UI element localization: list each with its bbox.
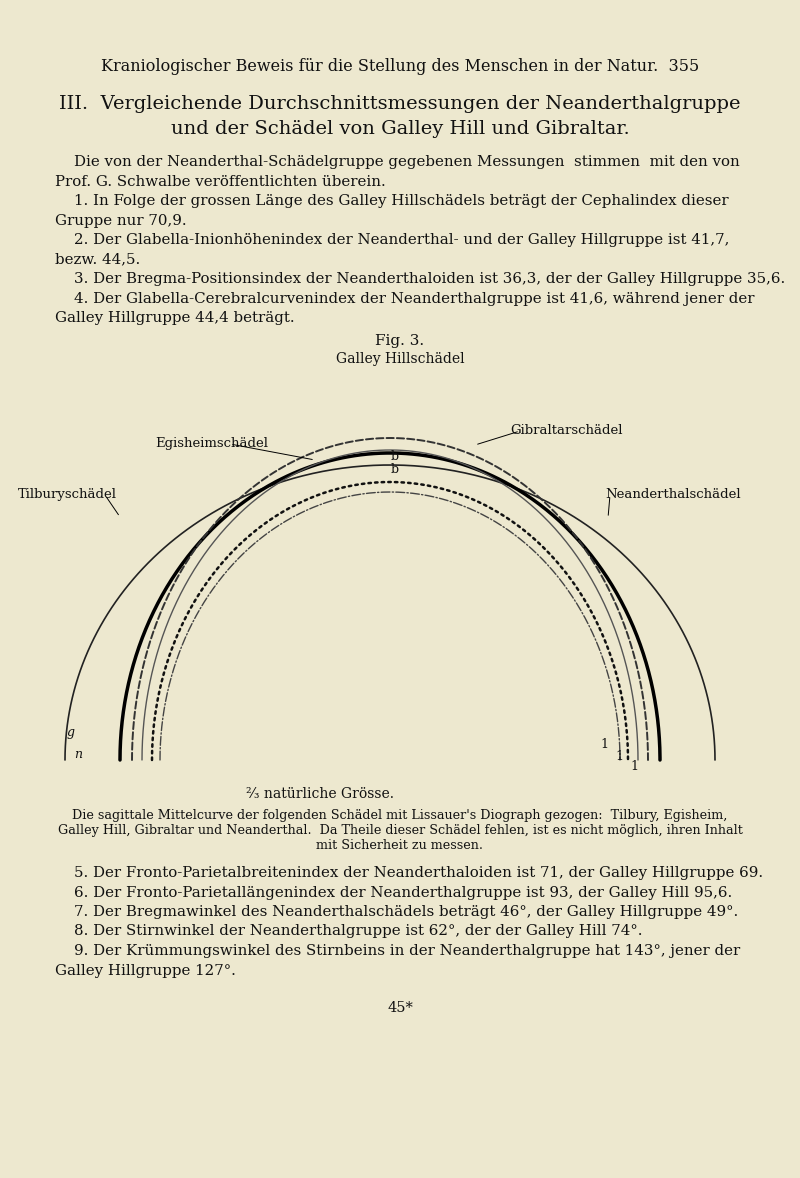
Text: 7. Der Bregmawinkel des Neanderthalschädels beträgt 46°, der Galley Hillgruppe 4: 7. Der Bregmawinkel des Neanderthalschäd… (55, 905, 738, 919)
Text: 4. Der Glabella-Cerebralcurvenindex der Neanderthalgruppe ist 41,6, während jene: 4. Der Glabella-Cerebralcurvenindex der … (55, 291, 754, 305)
Text: b: b (391, 450, 399, 463)
Text: b: b (391, 463, 399, 476)
Text: Tilburyschädel: Tilburyschädel (18, 488, 117, 501)
Text: Gruppe nur 70,9.: Gruppe nur 70,9. (55, 213, 186, 227)
Text: Galley Hillschädel: Galley Hillschädel (336, 352, 464, 366)
Text: Egisheimschädel: Egisheimschädel (155, 437, 268, 450)
Text: Galley Hillgruppe 44,4 beträgt.: Galley Hillgruppe 44,4 beträgt. (55, 311, 294, 325)
Text: ²⁄₃ natürliche Grösse.: ²⁄₃ natürliche Grösse. (246, 787, 394, 801)
Text: Neanderthalschädel: Neanderthalschädel (605, 488, 741, 501)
Text: 3. Der Bregma-Positionsindex der Neanderthaloiden ist 36,3, der der Galley Hillg: 3. Der Bregma-Positionsindex der Neander… (55, 272, 786, 286)
Text: mit Sicherheit zu messen.: mit Sicherheit zu messen. (317, 839, 483, 852)
Text: Kraniologischer Beweis für die Stellung des Menschen in der Natur.  355: Kraniologischer Beweis für die Stellung … (101, 58, 699, 75)
Text: und der Schädel von Galley Hill und Gibraltar.: und der Schädel von Galley Hill und Gibr… (170, 120, 630, 138)
Text: 1: 1 (600, 737, 608, 752)
Text: 1: 1 (630, 760, 638, 773)
Text: Gibraltarschädel: Gibraltarschädel (510, 424, 622, 437)
Text: bezw. 44,5.: bezw. 44,5. (55, 252, 140, 266)
Text: 6. Der Fronto-Parietallängenindex der Neanderthalgruppe ist 93, der Galley Hill : 6. Der Fronto-Parietallängenindex der Ne… (55, 886, 732, 900)
Text: 45*: 45* (387, 1001, 413, 1015)
Text: Galley Hill, Gibraltar und Neanderthal.  Da Theile dieser Schädel fehlen, ist es: Galley Hill, Gibraltar und Neanderthal. … (58, 823, 742, 838)
Text: III.  Vergleichende Durchschnittsmessungen der Neanderthalgruppe: III. Vergleichende Durchschnittsmessunge… (59, 95, 741, 113)
Text: 1: 1 (615, 750, 623, 763)
Text: 8. Der Stirnwinkel der Neanderthalgruppe ist 62°, der der Galley Hill 74°.: 8. Der Stirnwinkel der Neanderthalgruppe… (55, 925, 642, 939)
Text: 9. Der Krümmungswinkel des Stirnbeins in der Neanderthalgruppe hat 143°, jener d: 9. Der Krümmungswinkel des Stirnbeins in… (55, 944, 740, 958)
Text: n: n (74, 748, 82, 761)
Text: g: g (67, 726, 75, 739)
Text: Prof. G. Schwalbe veröffentlichten überein.: Prof. G. Schwalbe veröffentlichten übere… (55, 174, 386, 188)
Text: 5. Der Fronto-Parietalbreitenindex der Neanderthaloiden ist 71, der Galley Hillg: 5. Der Fronto-Parietalbreitenindex der N… (55, 866, 763, 880)
Text: Galley Hillgruppe 127°.: Galley Hillgruppe 127°. (55, 964, 236, 978)
Text: Die sagittale Mittelcurve der folgenden Schädel mit Lissauer's Diograph gezogen:: Die sagittale Mittelcurve der folgenden … (72, 809, 728, 822)
Text: Die von der Neanderthal-Schädelgruppe gegebenen Messungen  stimmen  mit den von: Die von der Neanderthal-Schädelgruppe ge… (55, 155, 740, 168)
Text: 1. In Folge der grossen Länge des Galley Hillschädels beträgt der Cephalindex di: 1. In Folge der grossen Länge des Galley… (55, 194, 729, 209)
Text: Fig. 3.: Fig. 3. (375, 335, 425, 349)
Text: 2. Der Glabella-Inionhöhenindex der Neanderthal- und der Galley Hillgruppe ist 4: 2. Der Glabella-Inionhöhenindex der Nean… (55, 233, 730, 247)
